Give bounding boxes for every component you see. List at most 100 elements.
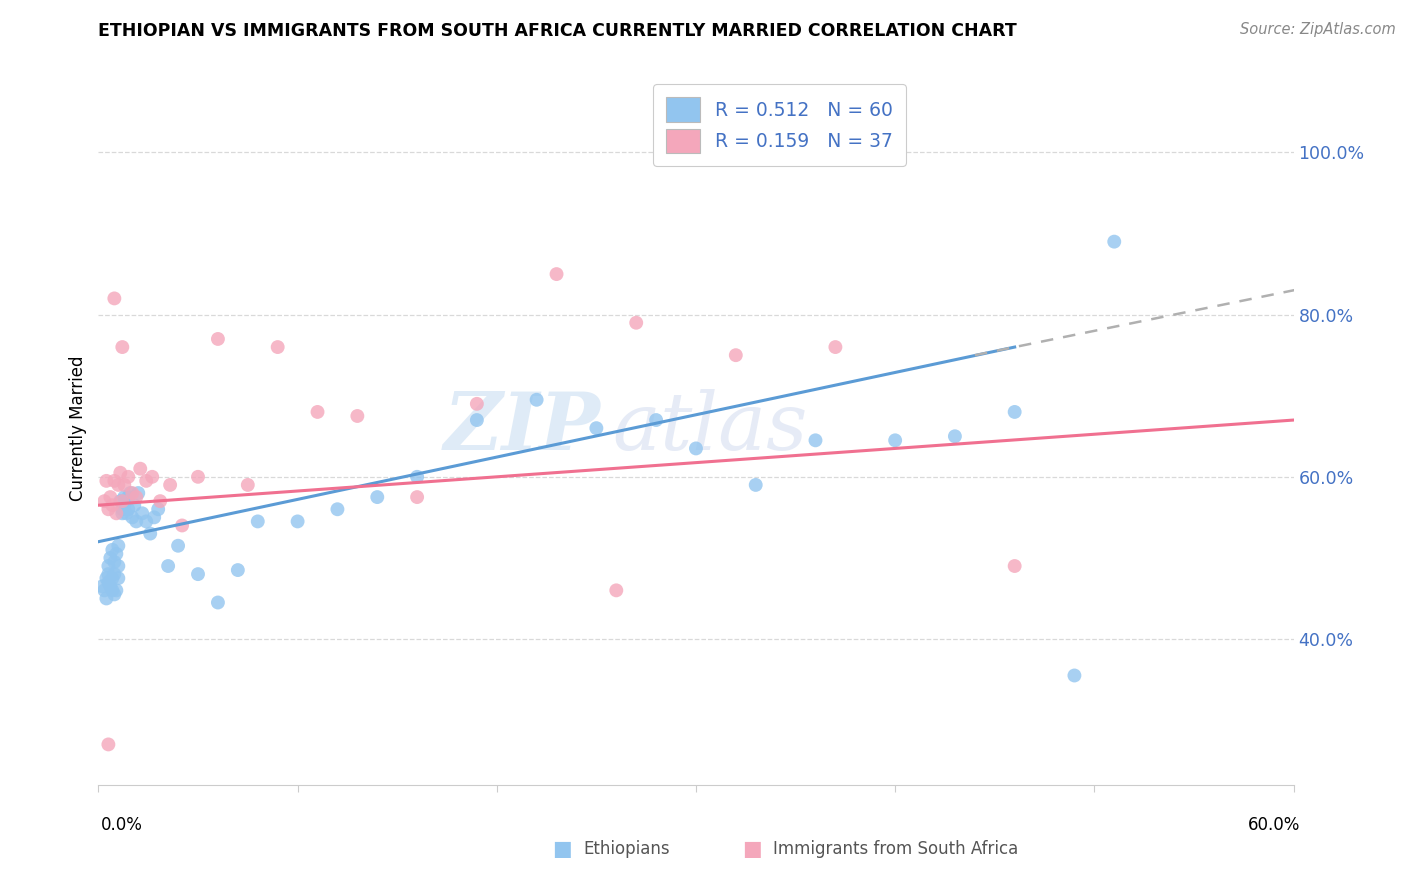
Point — [172, 518, 194, 533]
Point — [226, 563, 249, 577]
Point — [103, 555, 125, 569]
Point — [121, 510, 143, 524]
Point — [97, 502, 120, 516]
Text: Source: ZipAtlas.com: Source: ZipAtlas.com — [1240, 22, 1396, 37]
Point — [110, 494, 132, 508]
Point — [745, 478, 768, 492]
Text: ZIP: ZIP — [443, 390, 600, 467]
Point — [100, 579, 122, 593]
Point — [93, 494, 115, 508]
Point — [884, 434, 907, 448]
Point — [1004, 559, 1026, 574]
Point — [100, 550, 122, 565]
Point — [103, 587, 125, 601]
Point — [96, 571, 118, 585]
Point — [135, 515, 157, 529]
Point — [120, 486, 142, 500]
Point — [107, 539, 129, 553]
Point — [91, 579, 114, 593]
Y-axis label: Currently Married: Currently Married — [69, 355, 87, 501]
Point — [112, 478, 135, 492]
Point — [101, 542, 124, 557]
Point — [107, 559, 129, 574]
Point — [546, 267, 568, 281]
Point — [645, 413, 668, 427]
Point — [267, 340, 290, 354]
Point — [100, 490, 122, 504]
Point — [105, 547, 128, 561]
Point — [105, 506, 128, 520]
Text: Immigrants from South Africa: Immigrants from South Africa — [773, 840, 1018, 858]
Point — [117, 470, 139, 484]
Point — [107, 571, 129, 585]
Point — [406, 470, 429, 484]
Point — [121, 486, 143, 500]
Point — [1004, 405, 1026, 419]
Text: ■: ■ — [553, 839, 572, 859]
Point — [97, 567, 120, 582]
Point — [101, 498, 124, 512]
Text: 0.0%: 0.0% — [101, 816, 143, 834]
Text: ■: ■ — [742, 839, 762, 859]
Point — [465, 413, 488, 427]
Point — [207, 332, 229, 346]
Point — [101, 583, 124, 598]
Text: atlas: atlas — [613, 390, 807, 467]
Point — [236, 478, 259, 492]
Point — [103, 567, 125, 582]
Point — [103, 292, 125, 306]
Point — [115, 506, 138, 520]
Point — [626, 316, 648, 330]
Text: ETHIOPIAN VS IMMIGRANTS FROM SOUTH AFRICA CURRENTLY MARRIED CORRELATION CHART: ETHIOPIAN VS IMMIGRANTS FROM SOUTH AFRIC… — [98, 22, 1017, 40]
Point — [112, 490, 135, 504]
Point — [1102, 235, 1125, 249]
Point — [127, 486, 149, 500]
Point — [167, 539, 190, 553]
Point — [585, 421, 607, 435]
Point — [148, 502, 170, 516]
Point — [326, 502, 349, 516]
Point — [526, 392, 548, 407]
Point — [103, 474, 125, 488]
Point — [943, 429, 966, 443]
Point — [724, 348, 747, 362]
Point — [117, 502, 139, 516]
Point — [125, 490, 148, 504]
Point — [107, 478, 129, 492]
Point — [307, 405, 329, 419]
Point — [465, 397, 488, 411]
Point — [97, 738, 120, 752]
Point — [112, 498, 135, 512]
Point — [111, 494, 134, 508]
Legend: R = 0.512   N = 60, R = 0.159   N = 37: R = 0.512 N = 60, R = 0.159 N = 37 — [654, 85, 905, 166]
Point — [157, 559, 180, 574]
Text: Ethiopians: Ethiopians — [583, 840, 671, 858]
Text: 60.0%: 60.0% — [1249, 816, 1301, 834]
Point — [111, 502, 134, 516]
Point — [149, 494, 172, 508]
Point — [406, 490, 429, 504]
Point — [139, 526, 162, 541]
Point — [117, 490, 139, 504]
Point — [159, 478, 181, 492]
Point — [97, 575, 120, 590]
Point — [685, 442, 707, 456]
Point — [135, 474, 157, 488]
Point — [111, 340, 134, 354]
Point — [187, 567, 209, 582]
Point — [366, 490, 388, 504]
Point — [824, 340, 846, 354]
Point — [346, 409, 368, 423]
Point — [246, 515, 269, 529]
Point — [187, 470, 209, 484]
Point — [93, 583, 115, 598]
Point — [124, 498, 146, 512]
Point — [804, 434, 827, 448]
Point — [97, 559, 120, 574]
Point — [605, 583, 627, 598]
Point — [111, 506, 134, 520]
Point — [125, 515, 148, 529]
Point — [96, 591, 118, 606]
Point — [96, 474, 118, 488]
Point — [129, 461, 152, 475]
